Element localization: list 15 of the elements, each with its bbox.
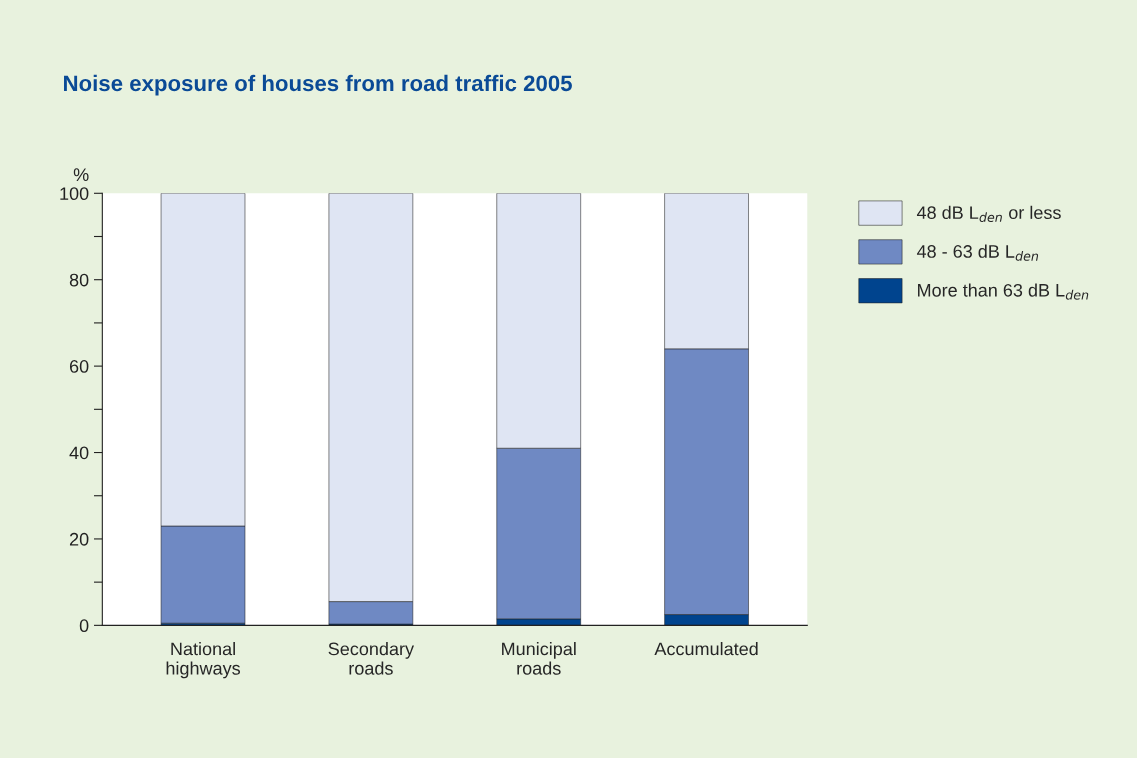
legend-label: More than 63 dB L$_{den}$ bbox=[918, 283, 1089, 300]
y-axis-title: % bbox=[73, 168, 89, 182]
x-tick-label: Municipal roads bbox=[502, 642, 576, 675]
chart-title: Noise exposure of houses from road traffic 2005 bbox=[64, 74, 572, 96]
x-tick-label: National highways bbox=[166, 642, 241, 679]
y-tick-label: 20 bbox=[69, 532, 89, 546]
y-tick-label: 100 bbox=[60, 187, 89, 201]
x-tick-label: Accumulated bbox=[654, 642, 758, 656]
y-tick-label: 60 bbox=[69, 360, 89, 373]
y-tick-label: 0 bbox=[79, 619, 89, 633]
legend-label: 48 - 63 dB L$_{den}$ bbox=[916, 244, 1039, 261]
y-tick-label: 40 bbox=[69, 446, 89, 460]
x-tick-label: Secondary roads bbox=[328, 642, 415, 675]
legend-label: 48 dB L$_{den}$ or less bbox=[916, 205, 1061, 222]
y-tick-label: 80 bbox=[69, 273, 89, 287]
